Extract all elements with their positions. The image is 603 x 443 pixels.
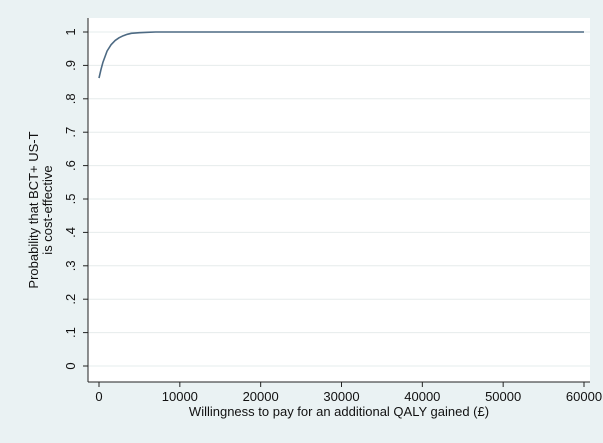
y-tick-label: 1 xyxy=(63,28,78,35)
y-tick-label: .2 xyxy=(63,294,78,305)
x-tick-label: 10000 xyxy=(162,389,198,404)
y-tick-label: .8 xyxy=(63,93,78,104)
y-tick-label: .3 xyxy=(63,260,78,271)
x-tick-label: 40000 xyxy=(404,389,440,404)
y-tick-label: .6 xyxy=(63,160,78,171)
x-tick-label: 50000 xyxy=(485,389,521,404)
y-axis-ticks: 0 .1 .2 .3 .4 .5 .6 .7 .8 .9 1 xyxy=(63,28,88,370)
y-tick-label: .7 xyxy=(63,127,78,138)
series-line xyxy=(98,31,584,79)
series-group xyxy=(98,31,584,79)
y-tick-label: 0 xyxy=(63,362,78,369)
x-tick-label: 20000 xyxy=(243,389,279,404)
y-tick-label: .9 xyxy=(63,60,78,71)
y-axis-title-line-1: Probability that BCT+ US-T xyxy=(26,131,41,288)
y-tick-label: .4 xyxy=(63,227,78,238)
x-tick-label: 30000 xyxy=(323,389,359,404)
x-axis-title: Willingness to pay for an additional QAL… xyxy=(189,404,489,419)
x-tick-label: 0 xyxy=(95,389,102,404)
y-tick-label: .1 xyxy=(63,327,78,338)
x-tick-label: 60000 xyxy=(566,389,602,404)
axes xyxy=(87,18,590,383)
y-tick-label: .5 xyxy=(63,194,78,205)
plot-area xyxy=(88,18,590,382)
x-axis-ticks: 0 10000 20000 30000 40000 50000 60000 xyxy=(95,382,602,404)
y-axis-title-line-2: is cost-effective xyxy=(40,165,55,254)
